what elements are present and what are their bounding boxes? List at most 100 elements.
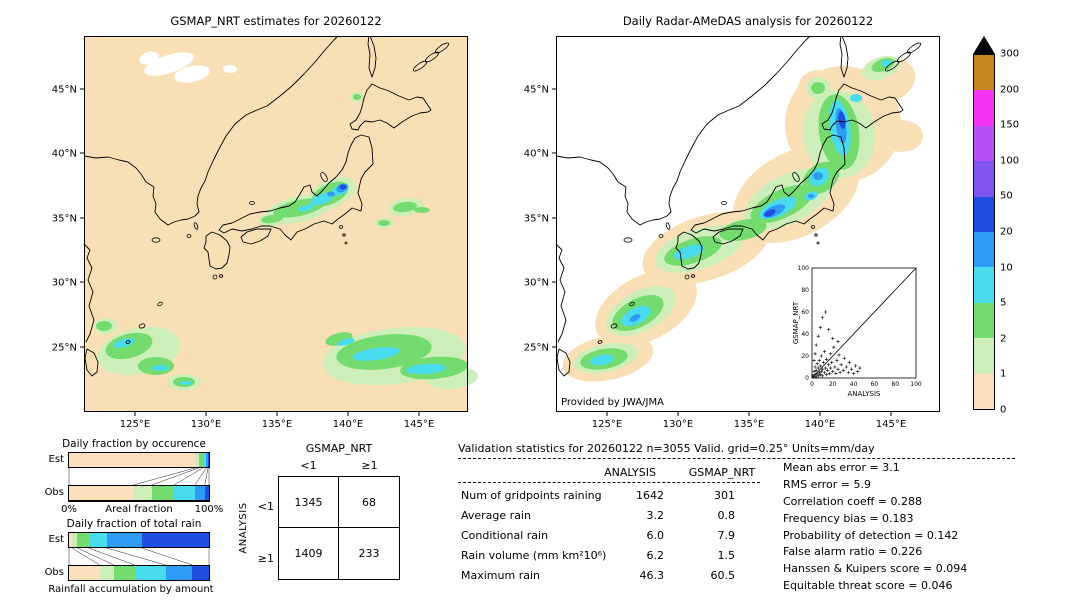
coastline	[690, 134, 846, 241]
scatter-point	[818, 325, 823, 330]
fan-line	[173, 467, 203, 486]
gsmap-column-header: GSMAP_NRT	[688, 466, 756, 479]
colorbar-label: 5	[1000, 297, 1007, 309]
occurrence-est-bar	[68, 452, 210, 468]
svg-text:130°E: 130°E	[191, 419, 221, 430]
fan-line	[204, 467, 209, 486]
stat-analysis-value: 46.3	[639, 569, 665, 582]
scatter-point	[858, 366, 862, 370]
svg-text:25°N: 25°N	[524, 343, 549, 354]
bar-segment	[134, 566, 166, 580]
stat-label: Average rain	[461, 509, 531, 522]
scatter-point	[851, 371, 856, 376]
stats-row: Average rain 3.2 0.8	[458, 506, 768, 526]
svg-text:130°E: 130°E	[663, 419, 693, 430]
island-outline	[186, 234, 192, 238]
precipitation-layer	[94, 92, 478, 390]
scatter-point	[831, 369, 835, 374]
coastline	[839, 35, 849, 78]
scatter-point	[819, 354, 824, 358]
stats-row: Rain volume (mm km²10⁶) 6.2 1.5	[458, 546, 768, 566]
island-outline	[811, 225, 815, 229]
svg-text:100: 100	[910, 381, 922, 388]
bar-segment	[151, 486, 174, 500]
metric: Hanssen & Kuipers score = 0.094	[783, 562, 968, 576]
scatter-point	[847, 360, 852, 365]
stat-analysis-value: 3.2	[646, 509, 665, 522]
contingency-row-header: <1	[257, 500, 274, 513]
scatter-point	[837, 353, 841, 357]
scatter-point	[835, 358, 839, 363]
bar-segment	[173, 486, 195, 500]
island-outline	[816, 241, 820, 245]
bar-segment	[192, 566, 209, 580]
svg-text:140°E: 140°E	[805, 419, 835, 430]
contingency-cell: 1409	[279, 528, 339, 579]
island-outline	[412, 60, 428, 72]
stat-gsmap-value: 7.9	[717, 529, 736, 542]
scatter-point	[838, 370, 842, 375]
svg-text:125°E: 125°E	[120, 419, 150, 430]
svg-text:125°E: 125°E	[592, 419, 622, 430]
est-label: Est	[48, 454, 64, 465]
axis-0-label: 0%	[61, 504, 77, 515]
scatter-points	[811, 310, 862, 379]
scatter-point	[817, 358, 821, 363]
bar-segment	[208, 453, 209, 467]
divider	[458, 458, 1015, 459]
svg-text:20: 20	[829, 381, 837, 388]
scatter-point	[824, 373, 829, 377]
right-map-title: Daily Radar-AMeDAS analysis for 20260122	[623, 14, 873, 28]
analysis-column-header: ANALYSIS	[604, 466, 656, 479]
scatter-point	[826, 327, 831, 332]
island-outline	[721, 201, 727, 205]
contingency-grid: 1345 68 1409 233	[278, 476, 400, 580]
island-outline	[212, 274, 218, 280]
no-data-patches	[139, 51, 237, 83]
bar-segment	[165, 566, 193, 580]
colorbar-label: 20	[1000, 226, 1013, 238]
contingency-table: GSMAP_NRT <1 ≥1 ANALYSIS <1 ≥1 1345 68 1…	[238, 440, 410, 585]
stats-metrics: Mean abs error = 3.1 RMS error = 5.9 Corre…	[783, 460, 1023, 595]
colorbar-label: 200	[1000, 84, 1020, 96]
stat-label: Rain volume (mm km²10⁶)	[461, 549, 607, 562]
total-rain-obs-bar	[68, 565, 210, 581]
contingency-col-header: ≥1	[361, 459, 378, 472]
colorbar-label: 10	[1000, 262, 1013, 274]
island-outline	[125, 340, 131, 344]
scatter-point	[834, 371, 838, 376]
colorbar-label: 100	[1000, 155, 1020, 167]
island-outline	[684, 274, 690, 280]
obs-label: Obs	[44, 567, 64, 578]
svg-text:30°N: 30°N	[524, 278, 549, 289]
scatter-point	[856, 369, 860, 374]
stat-gsmap-value: 0.8	[717, 509, 736, 522]
island-outline	[629, 301, 635, 307]
svg-text:35°N: 35°N	[524, 214, 549, 225]
scatter-point	[812, 369, 816, 374]
fan-line	[77, 547, 114, 566]
coastline	[555, 243, 567, 343]
scatter-point	[816, 374, 820, 378]
contingency-cell: 68	[339, 477, 399, 528]
bar-segment	[71, 533, 78, 547]
scatter-point	[841, 368, 845, 372]
total-rain-est-bar	[68, 532, 210, 548]
axis-100-label: 100%	[194, 504, 224, 515]
metric: Equitable threat score = 0.046	[783, 579, 953, 593]
colorbar-label: 300	[1000, 48, 1020, 60]
inset-xlabel: ANALYSIS	[847, 390, 881, 398]
coastline	[675, 231, 703, 270]
island-outline	[342, 233, 346, 237]
scatter-point	[814, 375, 818, 379]
stat-gsmap-value: 301	[714, 489, 735, 502]
svg-text:60: 60	[801, 309, 809, 316]
scatter-point	[820, 367, 825, 371]
bar-segment	[113, 566, 135, 580]
gsmap-precip-map: GSMAP_NRT estimates for 20260122	[52, 14, 478, 430]
fan-line	[88, 547, 135, 566]
coastline	[556, 348, 571, 377]
colorbar-segment	[974, 161, 994, 197]
occurrence-axis	[68, 501, 210, 502]
colorbar-label: 0	[1000, 404, 1007, 416]
